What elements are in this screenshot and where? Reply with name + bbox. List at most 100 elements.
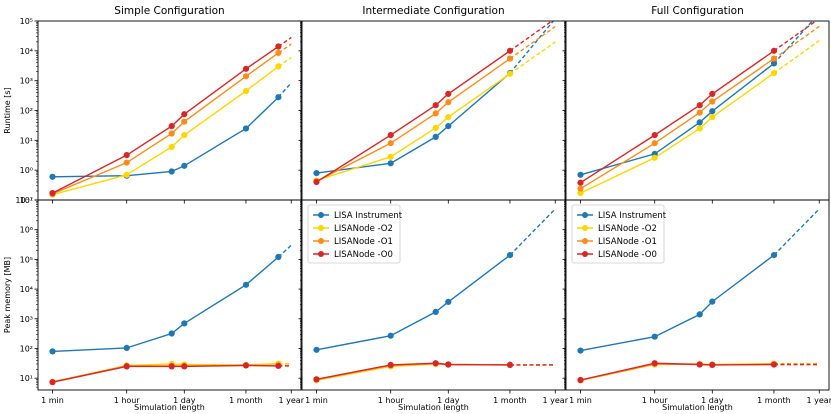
- data-point: [49, 379, 56, 386]
- data-point: [696, 102, 703, 109]
- data-point: [313, 178, 320, 186]
- extrapolation-line: [509, 208, 556, 256]
- series-line: [52, 65, 279, 196]
- data-point: [651, 333, 658, 340]
- data-point: [770, 70, 778, 77]
- data-point: [168, 330, 175, 337]
- series-lisanode-o1: [577, 25, 820, 192]
- series-lisanode-o0: [49, 36, 292, 197]
- series-line: [580, 58, 775, 190]
- plot-area: [49, 244, 292, 386]
- data-point: [242, 73, 250, 80]
- legend-marker: [318, 212, 324, 218]
- series-line: [580, 50, 775, 184]
- data-point: [387, 140, 394, 147]
- extrapolation-line: [277, 82, 292, 98]
- data-point: [506, 252, 514, 259]
- series-line: [316, 363, 511, 381]
- data-point: [445, 298, 452, 305]
- data-point: [387, 332, 394, 339]
- series-lisanode-o0: [577, 21, 818, 186]
- legend-label: LISANode -O1: [334, 237, 393, 247]
- panel-runtime-2: [562, 20, 830, 204]
- plot-area: [577, 208, 820, 384]
- data-point: [432, 102, 439, 109]
- legend-marker: [318, 251, 324, 257]
- data-point: [577, 347, 584, 354]
- legend-marker: [582, 225, 588, 231]
- y-tick-label: 10⁵: [20, 255, 33, 264]
- data-point: [123, 171, 130, 178]
- x-tick-label: 1 day: [173, 396, 196, 405]
- extrapolation-line: [509, 21, 554, 52]
- data-point: [709, 114, 716, 121]
- plot-area: [313, 208, 556, 384]
- data-point: [242, 281, 250, 288]
- series-line: [316, 72, 511, 174]
- data-point: [696, 311, 703, 318]
- series-line: [580, 72, 775, 194]
- x-tick-label: 1 hour: [642, 396, 669, 405]
- series-lisanode-o0: [577, 360, 820, 384]
- data-point: [445, 123, 452, 130]
- x-tick-label: 1 hour: [114, 396, 141, 405]
- data-point: [506, 70, 514, 77]
- data-point: [275, 63, 282, 70]
- series-line: [52, 96, 279, 178]
- data-point: [49, 190, 56, 197]
- legend-label: LISANode -O2: [598, 224, 657, 234]
- data-point: [445, 361, 452, 368]
- data-point: [696, 125, 703, 132]
- data-point: [181, 111, 188, 118]
- data-point: [181, 162, 188, 169]
- y-tick-label: 10⁶: [20, 226, 33, 235]
- data-point: [709, 98, 716, 105]
- panel-memory-1: 1 min 1 hour 1 day 1 month 1 year LISA Instru…: [298, 199, 569, 405]
- data-point: [506, 47, 514, 54]
- legend-item: LISANode -O1: [577, 237, 657, 247]
- data-point: [168, 363, 175, 370]
- series-line: [316, 50, 511, 183]
- series-lisanode-o2: [313, 41, 556, 184]
- series-line: [580, 254, 775, 352]
- data-point: [49, 348, 56, 355]
- legend-box: [571, 204, 665, 264]
- legend-label: LISANode -O1: [598, 237, 657, 247]
- extrapolation-line: [773, 25, 820, 60]
- legend-marker: [582, 212, 588, 218]
- axes-frame: [301, 199, 566, 391]
- data-point: [242, 125, 250, 132]
- data-point: [275, 43, 282, 50]
- series-lisanode-o0: [313, 360, 556, 383]
- panel-runtime-1: [298, 20, 566, 204]
- y-tick-label: 10³: [20, 77, 33, 86]
- panel-title: Full Configuration: [651, 5, 744, 17]
- series-line: [580, 362, 775, 381]
- series-line: [316, 73, 511, 182]
- y-tick-label: 10⁻¹: [15, 196, 33, 205]
- data-point: [313, 346, 320, 353]
- series-line: [316, 254, 511, 351]
- series-lisa-instrument: [313, 208, 556, 353]
- plot-area: [313, 21, 556, 186]
- data-point: [313, 170, 320, 177]
- axes-frame: [37, 199, 302, 391]
- data-point: [123, 344, 130, 351]
- series-lisanode-o0: [49, 362, 292, 386]
- data-point: [242, 87, 250, 95]
- series-lisanode-o0: [313, 21, 554, 186]
- x-tick-label: 1 min: [41, 396, 64, 405]
- y-tick-label: 10⁷: [20, 196, 33, 205]
- data-point: [275, 94, 282, 101]
- extrapolation-line: [509, 26, 556, 60]
- series-line: [580, 363, 775, 381]
- y-tick-label: 10⁵: [20, 17, 33, 26]
- x-axis-label: Simulation length: [398, 403, 469, 412]
- data-point: [49, 173, 56, 180]
- x-tick-label: 1 min: [569, 396, 592, 405]
- panel-memory-0: 1 min 1 hour 1 day 1 month 1 year 10¹ 10² 10³ 10…: [20, 196, 305, 405]
- series-lisa-instrument: [313, 21, 555, 177]
- legend-label: LISA Instrument: [334, 211, 403, 221]
